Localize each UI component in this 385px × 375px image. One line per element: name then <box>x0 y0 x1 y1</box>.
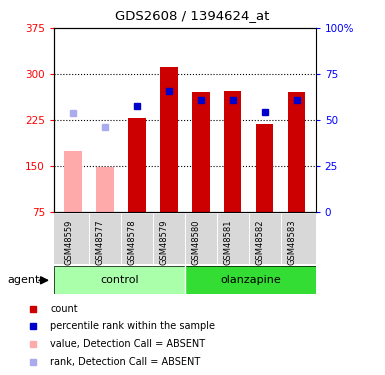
Text: GSM48582: GSM48582 <box>256 220 264 266</box>
Bar <box>64 151 82 212</box>
Bar <box>96 167 114 212</box>
Bar <box>185 266 316 294</box>
Text: rank, Detection Call = ABSENT: rank, Detection Call = ABSENT <box>50 357 201 367</box>
Text: agent: agent <box>8 275 40 285</box>
Text: GSM48578: GSM48578 <box>128 220 137 266</box>
Text: GSM48577: GSM48577 <box>96 220 105 266</box>
Bar <box>192 93 209 212</box>
Text: GDS2608 / 1394624_at: GDS2608 / 1394624_at <box>116 9 270 22</box>
Text: count: count <box>50 303 78 313</box>
Text: GSM48580: GSM48580 <box>192 220 201 266</box>
Text: GSM48559: GSM48559 <box>64 220 73 265</box>
Bar <box>288 93 305 212</box>
Bar <box>224 91 241 212</box>
Text: control: control <box>100 275 139 285</box>
Bar <box>128 118 146 212</box>
Bar <box>160 67 177 212</box>
Text: olanzapine: olanzapine <box>220 275 281 285</box>
Bar <box>54 266 185 294</box>
Text: GSM48579: GSM48579 <box>160 220 169 266</box>
Text: GSM48583: GSM48583 <box>288 220 296 266</box>
Bar <box>256 124 273 212</box>
Text: percentile rank within the sample: percentile rank within the sample <box>50 321 216 332</box>
Text: GSM48581: GSM48581 <box>224 220 233 266</box>
Text: value, Detection Call = ABSENT: value, Detection Call = ABSENT <box>50 339 206 349</box>
